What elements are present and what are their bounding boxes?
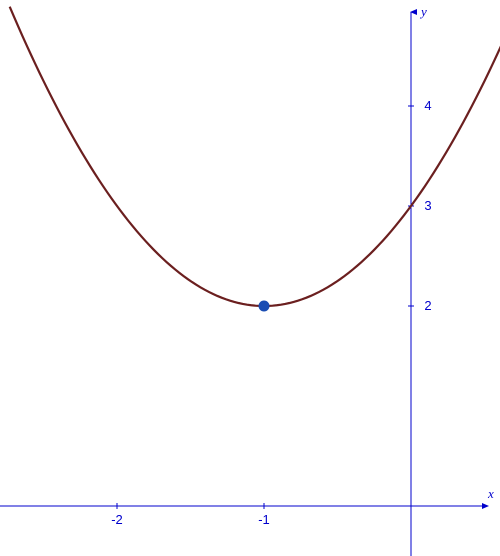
x-axis-label: x <box>487 486 494 501</box>
x-axis-ticks: -2 -1 <box>111 503 270 527</box>
y-tick-label: 4 <box>424 98 431 113</box>
y-tick-label: 2 <box>424 298 431 313</box>
x-tick-label: -1 <box>258 512 270 527</box>
y-tick-label: 3 <box>424 198 431 213</box>
vertex-marker <box>259 301 269 311</box>
x-tick-label: -2 <box>111 512 123 527</box>
y-axis-label: y <box>419 4 427 19</box>
parabola-curve <box>10 7 500 306</box>
parabola-chart: x y -2 -1 2 3 4 <box>0 0 500 556</box>
